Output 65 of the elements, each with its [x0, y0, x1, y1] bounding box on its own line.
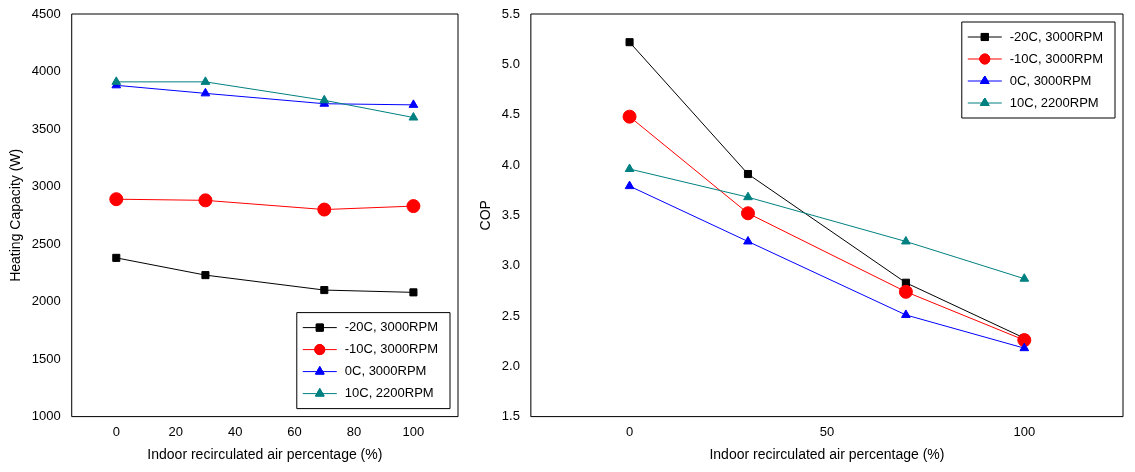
point	[201, 271, 210, 280]
y-tick-label: 3500	[31, 120, 61, 136]
point	[743, 170, 753, 179]
y-axis-title: Heating Capacity (W)	[7, 148, 24, 282]
x-tick-label: 0	[112, 423, 120, 439]
y-tick-label: 3.0	[501, 257, 520, 273]
y-tick-label: 1.5	[501, 408, 520, 424]
x-tick-label: 80	[346, 423, 362, 439]
y-tick-label: 4000	[31, 63, 61, 79]
point	[624, 163, 635, 172]
point	[111, 76, 122, 85]
y-tick-label: 1000	[31, 408, 61, 424]
point	[200, 76, 211, 85]
point	[740, 206, 755, 221]
point	[409, 288, 418, 297]
point	[901, 235, 911, 245]
point	[624, 180, 635, 190]
y-tick-label: 5.5	[501, 5, 520, 21]
x-axis-title: Indoor recirculated air percentage (%)	[709, 446, 945, 463]
x-tick-label: 20	[168, 423, 183, 439]
point	[743, 191, 753, 201]
legend-label: -20C, 3000RPM	[344, 319, 439, 335]
legend-label: -10C, 3000RPM	[344, 341, 439, 357]
point	[198, 193, 213, 208]
legend-label: 0C, 3000RPM	[1009, 72, 1092, 88]
legend-label: -20C, 3000RPM	[1009, 28, 1104, 44]
point	[317, 202, 332, 217]
y-tick-label: 2500	[31, 235, 61, 251]
point	[320, 286, 329, 295]
legend-label: 0C, 3000RPM	[344, 363, 427, 379]
point	[319, 94, 330, 104]
point	[408, 112, 419, 121]
point	[200, 87, 211, 97]
y-axis-title: COP	[477, 200, 494, 231]
y-tick-label: 4500	[31, 5, 61, 21]
point	[1019, 342, 1030, 352]
y-tick-label: 4.5	[501, 106, 520, 122]
point	[1019, 273, 1030, 282]
point	[112, 253, 121, 262]
x-tick-label: 100	[402, 423, 425, 439]
point	[622, 109, 637, 124]
x-axis-title: Indoor recirculated air percentage (%)	[147, 446, 383, 463]
point	[625, 38, 634, 47]
legend-label: -10C, 3000RPM	[1009, 50, 1104, 66]
y-tick-label: 5.0	[501, 55, 520, 71]
x-tick-label: 100	[1013, 423, 1036, 439]
point	[743, 235, 753, 245]
x-tick-label: 60	[287, 423, 302, 439]
y-tick-label: 3000	[31, 178, 61, 194]
y-tick-label: 4.0	[501, 156, 520, 172]
point	[901, 309, 911, 318]
x-tick-label: 50	[819, 423, 835, 439]
y-tick-label: 2.0	[501, 357, 520, 373]
y-tick-label: 3.5	[501, 206, 520, 222]
y-tick-label: 2.5	[501, 307, 520, 323]
legend-label: 10C, 2200RPM	[344, 385, 434, 401]
point	[898, 284, 913, 299]
legend-label: 10C, 2200RPM	[1009, 94, 1099, 110]
y-tick-label: 1500	[31, 350, 61, 366]
x-tick-label: 40	[227, 423, 243, 439]
point	[406, 199, 421, 214]
point	[408, 99, 419, 108]
y-tick-label: 2000	[31, 293, 61, 309]
x-tick-label: 0	[625, 423, 634, 439]
point	[109, 192, 124, 207]
